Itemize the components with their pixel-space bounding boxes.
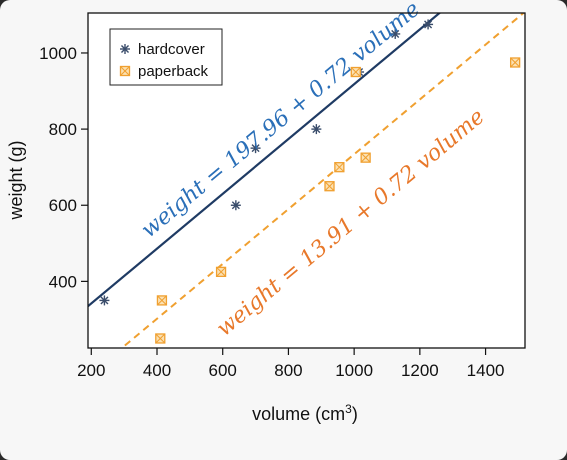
hardcover-point-4 bbox=[311, 124, 322, 135]
paperback-point-8 bbox=[509, 57, 521, 68]
hardcover-point-7 bbox=[423, 19, 434, 30]
x-tick-label: 1200 bbox=[401, 361, 439, 380]
x-tick-label: 800 bbox=[274, 361, 302, 380]
legend-hardcover-marker bbox=[120, 44, 130, 54]
hardcover-point-1 bbox=[99, 295, 110, 306]
fit-line-hardcover bbox=[88, 13, 442, 308]
paperback-point-1 bbox=[155, 333, 166, 344]
legend-square-icon bbox=[119, 65, 131, 77]
paperback-point-6 bbox=[350, 66, 361, 78]
paperback-point-2 bbox=[156, 295, 168, 306]
x-tick-label: 600 bbox=[209, 361, 237, 380]
hardcover-point-2 bbox=[230, 200, 241, 211]
y-axis-ticks: 400 600 800 1000 bbox=[39, 44, 88, 291]
fit-line-paperback bbox=[120, 13, 525, 348]
fit-lines bbox=[88, 13, 525, 348]
legend-paperback-marker bbox=[119, 65, 131, 77]
legend-asterisk-icon bbox=[120, 44, 130, 54]
legend-hardcover-label: hardcover bbox=[138, 41, 205, 58]
legend: hardcover paperback bbox=[109, 28, 223, 86]
y-tick-label: 600 bbox=[49, 196, 77, 215]
paperback-point-4 bbox=[324, 181, 335, 192]
hardcover-point-3 bbox=[250, 143, 261, 154]
legend-paperback-label: paperback bbox=[138, 63, 209, 80]
plot-frame bbox=[87, 12, 526, 349]
data-points bbox=[99, 19, 521, 344]
y-axis-title: weight (g) bbox=[6, 140, 26, 220]
hardcover-point-6 bbox=[390, 28, 401, 39]
paperback-point-5 bbox=[334, 162, 345, 173]
x-tick-label: 1000 bbox=[335, 361, 373, 380]
y-tick-label: 400 bbox=[49, 272, 77, 291]
x-tick-label: 200 bbox=[77, 361, 105, 380]
x-tick-label: 400 bbox=[143, 361, 171, 380]
paperback-point-3 bbox=[215, 266, 227, 278]
y-tick-label: 1000 bbox=[39, 44, 77, 63]
x-tick-label: 1400 bbox=[467, 361, 505, 380]
paperback-point-7 bbox=[360, 152, 371, 163]
y-tick-label: 800 bbox=[49, 120, 77, 139]
x-axis-title: volume (cm3) bbox=[252, 402, 358, 424]
x-axis-ticks: 200 400 600 800 1000 1200 1400 bbox=[77, 348, 504, 380]
